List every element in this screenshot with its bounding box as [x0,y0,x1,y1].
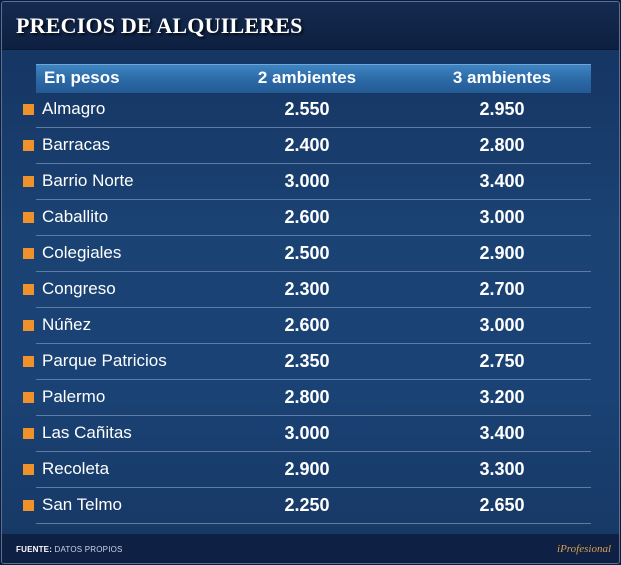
price-2-ambientes: 2.300 [284,279,330,299]
price-2-ambientes: 2.600 [284,207,330,227]
header-3-ambientes: 3 ambientes [452,68,552,87]
price-2-ambientes: 3.000 [284,423,330,443]
orange-square-bullet-icon [23,320,34,331]
barrio-name: Barracas [42,135,111,154]
table-row: Barracas 2.400 2.800 [2,128,619,164]
price-2-ambientes: 2.400 [284,135,330,155]
table-row: Recoleta 2.900 3.300 [2,452,619,488]
price-3-ambientes: 3.000 [479,207,525,227]
price-2-ambientes: 3.000 [284,171,330,191]
orange-square-bullet-icon [23,428,34,439]
orange-square-bullet-icon [23,356,34,367]
header-en-pesos: En pesos [44,68,120,87]
title-bar: PRECIOS DE ALQUILERES [2,2,619,50]
barrio-name: Parque Patricios [42,351,167,370]
price-3-ambientes: 3.400 [479,423,525,443]
orange-square-bullet-icon [23,248,34,259]
table-row: Núñez 2.600 3.000 [2,308,619,344]
price-3-ambientes: 2.900 [479,243,525,263]
table-row: Colegiales 2.500 2.900 [2,236,619,272]
chart-title: PRECIOS DE ALQUILERES [16,13,303,38]
orange-square-bullet-icon [23,284,34,295]
table-row: Caballito 2.600 3.000 [2,200,619,236]
brand-logo: iProfesional [557,543,611,555]
barrio-name: Congreso [42,279,116,298]
table-row: San Telmo 2.250 2.650 [2,488,619,524]
price-2-ambientes: 2.500 [284,243,330,263]
header-2-ambientes: 2 ambientes [257,68,357,87]
table-row: Congreso 2.300 2.700 [2,272,619,308]
price-3-ambientes: 3.400 [479,171,525,191]
barrio-name: Palermo [42,387,106,406]
price-3-ambientes: 3.200 [479,387,525,407]
price-2-ambientes: 2.900 [284,459,330,479]
source-note: FUENTE: DATOS PROPIOS [16,545,123,554]
price-2-ambientes: 2.800 [284,387,330,407]
price-3-ambientes: 2.750 [479,351,525,371]
orange-square-bullet-icon [23,464,34,475]
orange-square-bullet-icon [23,500,34,511]
price-2-ambientes: 2.350 [284,351,330,371]
price-3-ambientes: 3.300 [479,459,525,479]
table-body: Almagro 2.550 2.950 Barracas 2.400 2.800… [2,92,619,524]
barrio-name: Las Cañitas [42,423,132,442]
price-3-ambientes: 3.000 [479,315,525,335]
orange-square-bullet-icon [23,176,34,187]
price-3-ambientes: 2.650 [479,495,525,515]
barrio-name: Núñez [42,315,92,334]
barrio-name: Caballito [42,207,109,226]
barrio-name: Almagro [42,99,106,118]
barrio-name: San Telmo [42,495,123,514]
price-3-ambientes: 2.950 [479,99,525,119]
source-text: DATOS PROPIOS [52,545,123,554]
table-row: Las Cañitas 3.000 3.400 [2,416,619,452]
barrio-name: Recoleta [42,459,110,478]
table-row: Parque Patricios 2.350 2.750 [2,344,619,380]
source-label: FUENTE: [16,545,53,554]
price-2-ambientes: 2.250 [284,495,330,515]
price-3-ambientes: 2.800 [479,135,525,155]
price-2-ambientes: 2.550 [284,99,330,119]
table-row: Palermo 2.800 3.200 [2,380,619,416]
table-row: Barrio Norte 3.000 3.400 [2,164,619,200]
barrio-name: Barrio Norte [42,171,134,190]
table-row: Almagro 2.550 2.950 [2,92,619,128]
orange-square-bullet-icon [23,140,34,151]
orange-square-bullet-icon [23,104,34,115]
price-2-ambientes: 2.600 [284,315,330,335]
table-header: En pesos 2 ambientes 3 ambientes [36,64,591,93]
orange-square-bullet-icon [23,392,34,403]
footer-bar: FUENTE: DATOS PROPIOS iProfesional [2,534,619,563]
barrio-name: Colegiales [42,243,122,262]
price-3-ambientes: 2.700 [479,279,525,299]
orange-square-bullet-icon [23,212,34,223]
